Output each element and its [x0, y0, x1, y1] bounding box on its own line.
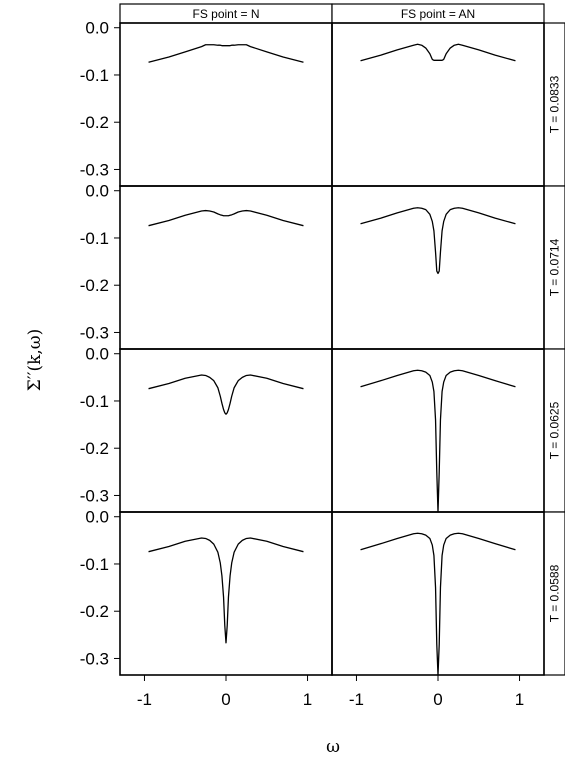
series-line [148, 209, 304, 227]
row-strip-label: T = 0.0625 [548, 401, 562, 459]
column-strip-1: FS point = N [119, 3, 333, 24]
y-tick-label: -0.1 [80, 392, 109, 411]
column-strip-label: FS point = N [192, 7, 259, 21]
x-tick-label: 1 [515, 690, 524, 709]
panel-r4-c1 [119, 511, 333, 676]
y-tick-label: -0.3 [80, 323, 109, 342]
column-strips: FS point = N FS point = AN [119, 3, 545, 24]
x-axis: -1 0 1 -1 0 1 [137, 675, 524, 709]
row-strip-1: T = 0.0833 [543, 22, 565, 187]
x-tick-label: 0 [221, 690, 230, 709]
row-strip-4: T = 0.0588 [543, 511, 565, 676]
x-axis-label: ω [326, 737, 340, 757]
panel-frame [119, 348, 333, 513]
series-line [360, 532, 516, 676]
row-strips: T = 0.0833 T = 0.0714 T = 0.0625 T = 0.0588 [543, 22, 565, 676]
y-axis: 0.0 -0.1 -0.2 -0.3 0.0 -0.1 -0.2 -0.3 0.0 -0.1 -0.… [80, 19, 120, 668]
y-tick-label: -0.3 [80, 486, 109, 505]
column-strip-2: FS point = AN [331, 3, 545, 24]
row-strip-2: T = 0.0714 [543, 185, 565, 350]
panel-r2-c2 [331, 185, 545, 350]
panel-frame [331, 22, 545, 187]
series-line [360, 207, 516, 275]
column-strip-label: FS point = AN [401, 7, 475, 21]
panel-frame [119, 185, 333, 350]
row-strip-3: T = 0.0625 [543, 348, 565, 513]
x-tick-label: -1 [137, 690, 152, 709]
x-tick-label: -1 [349, 690, 364, 709]
y-tick-label: -0.1 [80, 555, 109, 574]
panel-frame [331, 185, 545, 350]
panel-frame [331, 348, 545, 513]
series-line [360, 43, 516, 62]
row-strip-label: T = 0.0714 [548, 238, 562, 296]
y-tick-label: -0.1 [80, 66, 109, 85]
y-tick-label: 0.0 [85, 19, 109, 38]
y-tick-label: 0.0 [85, 182, 109, 201]
series-line [360, 369, 516, 513]
panel-r3-c2 [331, 348, 545, 513]
series-line [148, 44, 304, 63]
y-tick-label: -0.2 [80, 602, 109, 621]
panel-r2-c1 [119, 185, 333, 350]
y-tick-label: -0.3 [80, 649, 109, 668]
panel-frame [119, 511, 333, 676]
panel-r1-c1 [119, 22, 333, 187]
panel-frame [119, 22, 333, 187]
panel-r4-c2 [331, 511, 545, 676]
y-axis-label: Σ′′(k,ω) [25, 329, 45, 392]
x-tick-label: 1 [303, 690, 312, 709]
y-tick-label: -0.2 [80, 113, 109, 132]
y-tick-label: 0.0 [85, 508, 109, 527]
panel-r1-c2 [331, 22, 545, 187]
y-tick-label: -0.2 [80, 276, 109, 295]
y-tick-label: -0.2 [80, 439, 109, 458]
panel-frame [331, 511, 545, 676]
y-tick-label: -0.3 [80, 160, 109, 179]
panels [119, 22, 545, 676]
row-strip-label: T = 0.0833 [548, 75, 562, 133]
x-tick-label: 0 [433, 690, 442, 709]
y-tick-label: 0.0 [85, 345, 109, 364]
series-line [148, 374, 304, 415]
series-line [148, 537, 304, 644]
panel-r3-c1 [119, 348, 333, 513]
y-tick-label: -0.1 [80, 229, 109, 248]
row-strip-label: T = 0.0588 [548, 564, 562, 622]
